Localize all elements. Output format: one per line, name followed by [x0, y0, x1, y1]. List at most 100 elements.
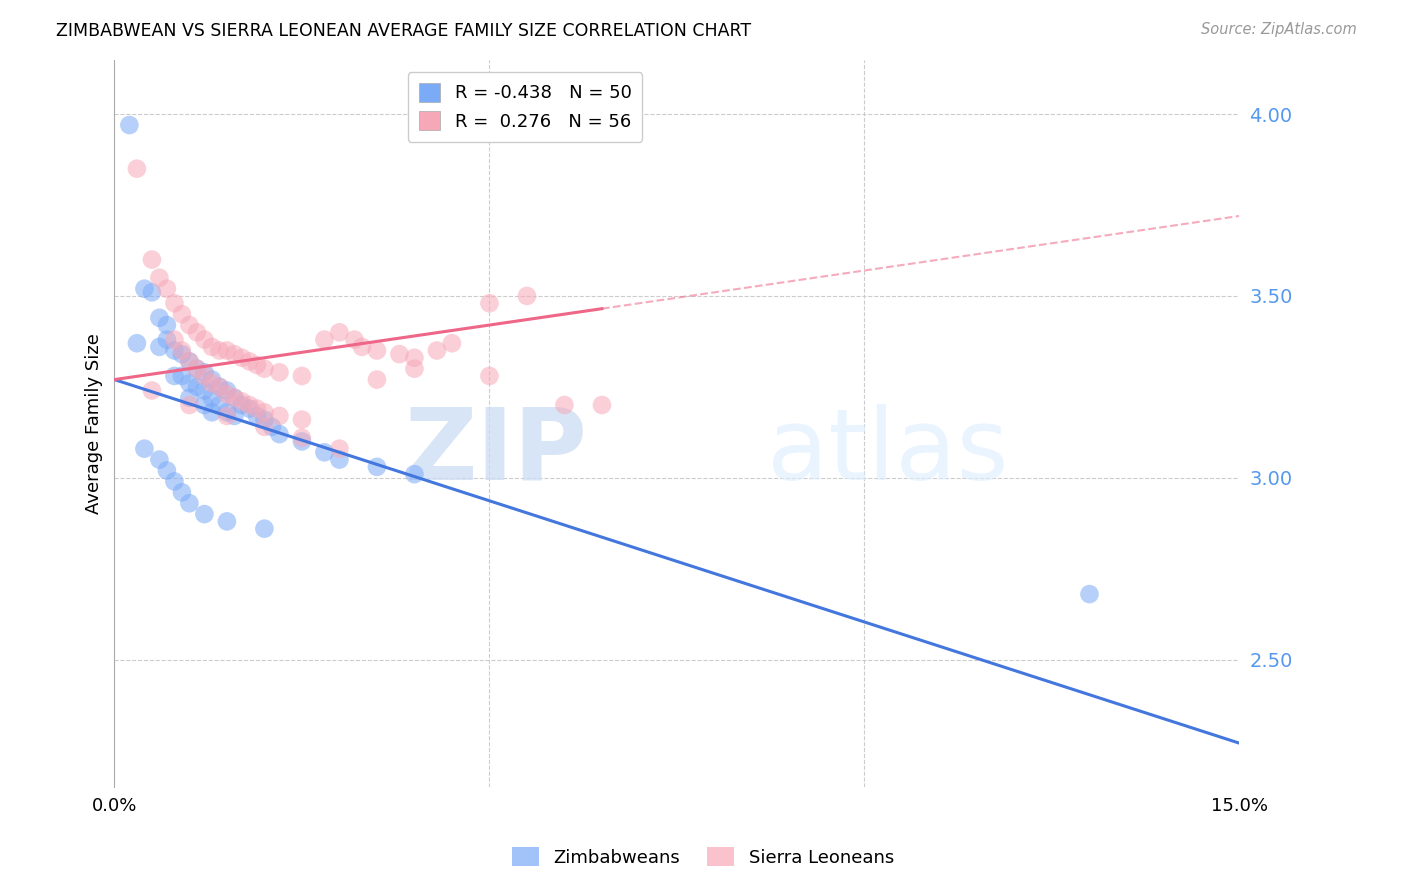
- Point: [269, 427, 291, 442]
- Point: [163, 296, 186, 310]
- Point: [224, 409, 246, 423]
- Point: [478, 368, 501, 383]
- Point: [193, 384, 215, 398]
- Point: [215, 343, 238, 358]
- Point: [208, 398, 231, 412]
- Point: [553, 398, 575, 412]
- Point: [366, 373, 388, 387]
- Point: [291, 434, 314, 449]
- Legend: Zimbabweans, Sierra Leoneans: Zimbabweans, Sierra Leoneans: [505, 840, 901, 874]
- Point: [253, 522, 276, 536]
- Point: [156, 333, 179, 347]
- Point: [170, 343, 193, 358]
- Point: [148, 270, 170, 285]
- Point: [163, 343, 186, 358]
- Point: [238, 401, 260, 416]
- Point: [208, 380, 231, 394]
- Point: [478, 296, 501, 310]
- Point: [260, 420, 283, 434]
- Point: [170, 485, 193, 500]
- Text: atlas: atlas: [766, 404, 1008, 500]
- Point: [215, 515, 238, 529]
- Point: [231, 394, 253, 409]
- Point: [179, 354, 201, 368]
- Point: [238, 354, 260, 368]
- Point: [125, 336, 148, 351]
- Text: ZIMBABWEAN VS SIERRA LEONEAN AVERAGE FAMILY SIZE CORRELATION CHART: ZIMBABWEAN VS SIERRA LEONEAN AVERAGE FAM…: [56, 22, 751, 40]
- Point: [328, 442, 350, 456]
- Point: [201, 405, 224, 419]
- Point: [215, 387, 238, 401]
- Point: [163, 333, 186, 347]
- Point: [156, 463, 179, 477]
- Point: [179, 496, 201, 510]
- Point: [163, 368, 186, 383]
- Point: [404, 351, 426, 365]
- Point: [201, 376, 224, 391]
- Point: [215, 405, 238, 419]
- Point: [170, 347, 193, 361]
- Point: [208, 380, 231, 394]
- Point: [246, 358, 269, 372]
- Point: [179, 391, 201, 405]
- Point: [269, 409, 291, 423]
- Point: [186, 380, 208, 394]
- Point: [193, 507, 215, 521]
- Point: [170, 307, 193, 321]
- Point: [141, 285, 163, 300]
- Point: [186, 361, 208, 376]
- Point: [314, 445, 336, 459]
- Point: [253, 420, 276, 434]
- Point: [314, 333, 336, 347]
- Point: [231, 351, 253, 365]
- Point: [366, 459, 388, 474]
- Point: [426, 343, 449, 358]
- Point: [170, 368, 193, 383]
- Point: [179, 376, 201, 391]
- Point: [238, 398, 260, 412]
- Point: [141, 252, 163, 267]
- Point: [591, 398, 613, 412]
- Point: [224, 391, 246, 405]
- Text: Source: ZipAtlas.com: Source: ZipAtlas.com: [1201, 22, 1357, 37]
- Point: [404, 467, 426, 482]
- Point: [125, 161, 148, 176]
- Point: [193, 398, 215, 412]
- Point: [156, 318, 179, 332]
- Point: [179, 318, 201, 332]
- Point: [201, 373, 224, 387]
- Point: [148, 340, 170, 354]
- Point: [328, 452, 350, 467]
- Point: [253, 412, 276, 426]
- Point: [215, 409, 238, 423]
- Point: [350, 340, 373, 354]
- Point: [148, 452, 170, 467]
- Point: [193, 365, 215, 379]
- Point: [156, 282, 179, 296]
- Point: [516, 289, 538, 303]
- Legend: R = -0.438   N = 50, R =  0.276   N = 56: R = -0.438 N = 50, R = 0.276 N = 56: [408, 72, 643, 142]
- Point: [291, 431, 314, 445]
- Point: [186, 361, 208, 376]
- Text: ZIP: ZIP: [404, 404, 586, 500]
- Point: [224, 391, 246, 405]
- Point: [404, 361, 426, 376]
- Point: [388, 347, 411, 361]
- Point: [134, 442, 156, 456]
- Point: [179, 354, 201, 368]
- Point: [269, 365, 291, 379]
- Point: [134, 282, 156, 296]
- Point: [366, 343, 388, 358]
- Point: [118, 118, 141, 132]
- Point: [179, 398, 201, 412]
- Point: [246, 409, 269, 423]
- Point: [246, 401, 269, 416]
- Point: [291, 368, 314, 383]
- Point: [186, 326, 208, 340]
- Point: [440, 336, 463, 351]
- Point: [201, 340, 224, 354]
- Point: [163, 475, 186, 489]
- Point: [208, 343, 231, 358]
- Point: [253, 361, 276, 376]
- Y-axis label: Average Family Size: Average Family Size: [86, 333, 103, 514]
